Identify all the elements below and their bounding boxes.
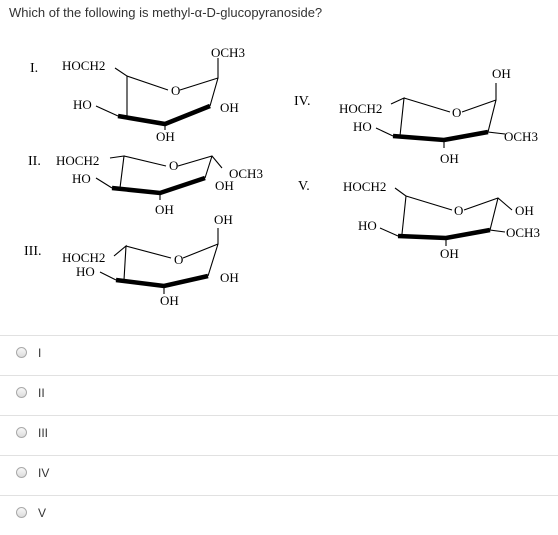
option-1-radio[interactable]: [16, 347, 27, 358]
structure-5: V. HOCH2 HO OH OCH3 OH O: [298, 179, 540, 261]
option-5[interactable]: V: [0, 495, 558, 535]
structure-3: III. HOCH2 HO OH OH OH O: [24, 212, 239, 308]
structure-5-oh-c3: OH: [440, 246, 459, 261]
structure-4-numeral: IV.: [294, 94, 310, 109]
structure-2: II. HOCH2 HO OCH3 OH OH O: [28, 153, 263, 217]
structure-2-hoch2: HOCH2: [56, 153, 99, 168]
structure-1-och3: OCH3: [211, 45, 245, 60]
option-5-label[interactable]: V: [38, 506, 47, 520]
structure-2-oh-c2: OH: [215, 178, 234, 193]
structure-1-ring-o: O: [171, 83, 180, 98]
structure-1-oh-c2: OH: [220, 100, 239, 115]
option-3-radio[interactable]: [16, 427, 27, 438]
structure-3-hoch2: HOCH2: [62, 250, 105, 265]
structure-1-ho: HO: [73, 97, 92, 112]
option-2-radio[interactable]: [16, 387, 27, 398]
structure-5-ring-o: O: [454, 203, 463, 218]
structure-3-ho: HO: [76, 264, 95, 279]
option-2[interactable]: II: [0, 375, 558, 415]
structure-3-oh-c2: OH: [220, 270, 239, 285]
structure-1-hoch2: HOCH2: [62, 58, 105, 73]
structure-4-oh-top: OH: [492, 66, 511, 81]
structure-5-och3: OCH3: [506, 225, 540, 240]
structure-1-numeral: I.: [30, 61, 38, 76]
question-text: Which of the following is methyl-α-D-glu…: [9, 5, 323, 20]
option-4[interactable]: IV: [0, 455, 558, 495]
option-1-label[interactable]: I: [38, 346, 42, 360]
structure-4: IV. HOCH2 HO OH OCH3 OH O: [294, 66, 538, 166]
structure-4-och3: OCH3: [504, 129, 538, 144]
option-3[interactable]: III: [0, 415, 558, 455]
structure-5-hoch2: HOCH2: [343, 179, 386, 194]
answer-options: I II III IV V: [0, 335, 558, 535]
structures-svg: I. HOCH2 HO OCH3 OH OH O II. HOCH2 HO OC…: [24, 45, 540, 308]
option-3-label[interactable]: III: [38, 426, 49, 440]
option-5-radio[interactable]: [16, 507, 27, 518]
structure-4-ho: HO: [353, 119, 372, 134]
structure-3-numeral: III.: [24, 244, 42, 259]
structures-figure: I. HOCH2 HO OCH3 OH OH O II. HOCH2 HO OC…: [0, 28, 558, 316]
option-1[interactable]: I: [0, 335, 558, 375]
structure-5-oh-top: OH: [515, 203, 534, 218]
structure-2-och3: OCH3: [229, 166, 263, 181]
structure-2-ring-o: O: [169, 158, 178, 173]
structure-3-oh-top: OH: [214, 212, 233, 227]
structure-2-ho: HO: [72, 171, 91, 186]
structure-4-hoch2: HOCH2: [339, 101, 382, 116]
structure-2-numeral: II.: [28, 154, 41, 169]
structure-2-oh-c3: OH: [155, 202, 174, 217]
structure-1: I. HOCH2 HO OCH3 OH OH O: [30, 45, 245, 144]
option-4-label[interactable]: IV: [38, 466, 50, 480]
structure-3-oh-c3: OH: [160, 293, 179, 308]
option-2-label[interactable]: II: [38, 386, 45, 400]
structure-4-oh-c3: OH: [440, 151, 459, 166]
structure-4-ring-o: O: [452, 105, 461, 120]
option-4-radio[interactable]: [16, 467, 27, 478]
structure-5-numeral: V.: [298, 179, 310, 194]
structure-1-oh-c3: OH: [156, 129, 175, 144]
structure-5-ho: HO: [358, 218, 377, 233]
structure-3-ring-o: O: [174, 252, 183, 267]
